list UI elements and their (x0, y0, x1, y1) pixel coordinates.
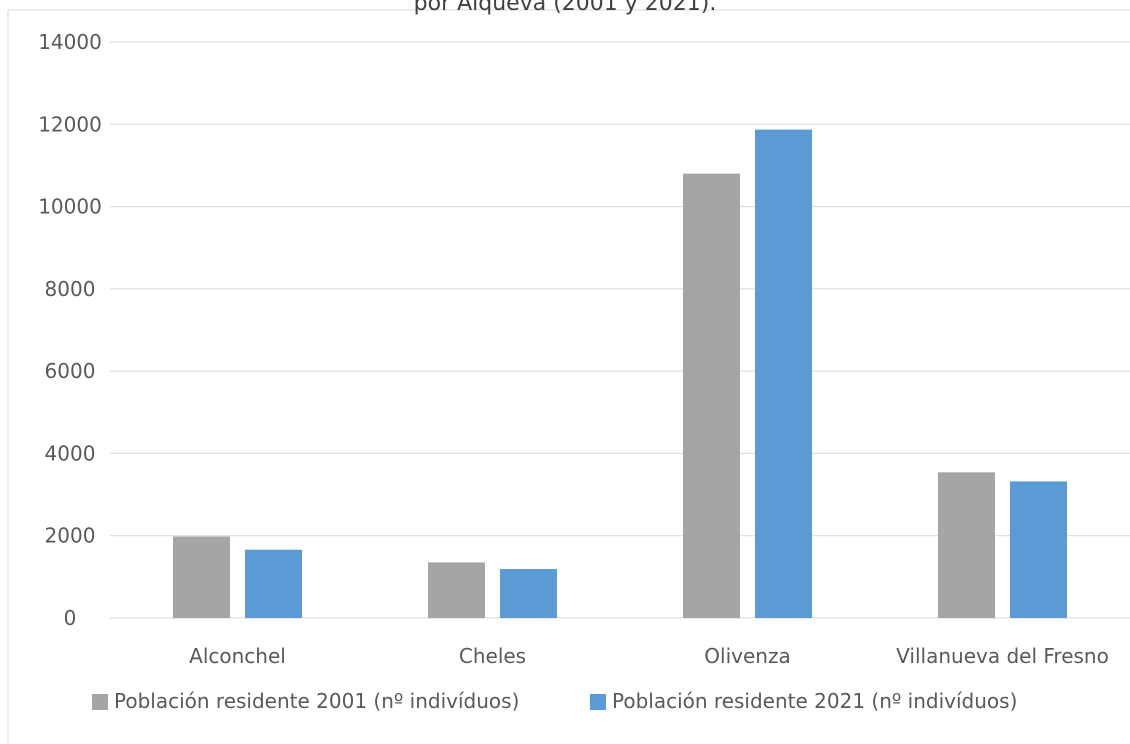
x-axis-category-labels: Alconchel Cheles Olivenza Villanueva del Fr… (189, 644, 1109, 668)
y-tick-label: 8000 (45, 277, 96, 301)
bar-villanueva-del-fresno-series-2 (1010, 481, 1067, 618)
x-category-label: Alconchel (189, 644, 286, 668)
legend-swatch (92, 694, 108, 710)
y-tick-label: 14000 (38, 30, 102, 54)
legend-swatch (590, 694, 606, 710)
legend-label: Población residente 2021 (nº indivíduos) (612, 689, 1017, 713)
y-tick-label: 6000 (45, 359, 96, 383)
x-category-label: Cheles (459, 644, 526, 668)
bar-olivenza-series-1 (683, 173, 740, 618)
x-category-label: Olivenza (704, 644, 790, 668)
bar-cheles-series-1 (428, 562, 485, 618)
bar-alconchel-series-1 (173, 536, 230, 618)
y-tick-label: 0 (64, 606, 77, 630)
y-tick-label: 10000 (38, 195, 102, 219)
chart-title: por Alqueva (2001 y 2021). (414, 0, 717, 16)
bar-cheles-series-2 (500, 569, 557, 618)
x-category-label: Villanueva del Fresno (896, 644, 1109, 668)
y-tick-label: 12000 (38, 112, 102, 136)
bar-villanueva-del-fresno-series-1 (938, 472, 995, 618)
y-tick-label: 4000 (45, 441, 96, 465)
bars (173, 129, 1067, 619)
legend-item-series-2: Población residente 2021 (nº indivíduos) (590, 689, 1017, 713)
bar-alconchel-series-2 (245, 549, 302, 618)
y-axis-tick-labels: 0 2000 4000 6000 8000 10000 12000 14000 (38, 30, 102, 630)
legend-item-series-1: Población residente 2001 (nº indivíduos) (92, 689, 519, 713)
y-tick-label: 2000 (45, 524, 96, 548)
bar-olivenza-series-2 (755, 129, 812, 619)
legend: Población residente 2001 (nº indivíduos)… (92, 689, 1017, 713)
legend-label: Población residente 2001 (nº indivíduos) (114, 689, 519, 713)
